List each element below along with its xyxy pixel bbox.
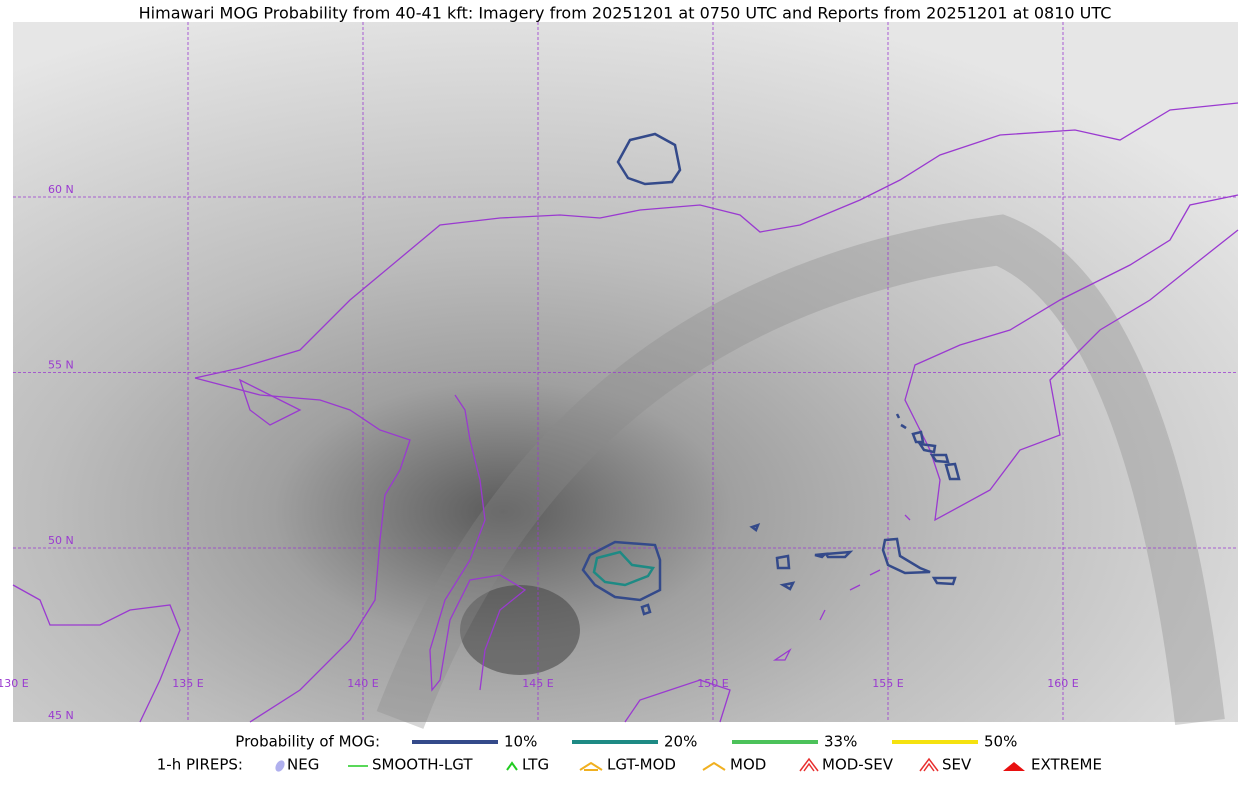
lon-label: 130 E (0, 677, 29, 690)
legend-label: SMOOTH-LGT (372, 756, 473, 774)
legend-label: 20% (664, 733, 697, 751)
legend-icon (579, 761, 603, 771)
lon-label: 160 E (1047, 677, 1078, 690)
legend: Probability of MOG: 10% 20% 33% 50% 1-h PIREP… (157, 733, 1102, 774)
legend-title: 1-h PIREPS: (157, 756, 243, 774)
lon-label: 150 E (697, 677, 728, 690)
legend-icon (702, 761, 726, 771)
contour-10 (616, 132, 682, 186)
legend-title: Probability of MOG: (235, 733, 380, 751)
legend-icon (506, 761, 518, 771)
legend-label: 33% (824, 733, 857, 751)
legend-label: EXTREME (1031, 756, 1102, 774)
mog-contours (581, 132, 961, 616)
legend-label: LGT-MOD (607, 756, 676, 774)
graticule-labels: 130 E 135 E 140 E 145 E 150 E 155 E 160 E 60 N 5… (0, 183, 1079, 722)
contour-10 (581, 540, 662, 602)
coastline (194, 102, 1239, 379)
lon-label: 140 E (347, 677, 378, 690)
legend-label: MOD (730, 756, 766, 774)
lon-label: 135 E (172, 677, 203, 690)
contour-10 (775, 554, 791, 570)
legend-icon (919, 757, 939, 772)
legend-label: SEV (942, 756, 972, 774)
lat-label: 55 N (48, 359, 74, 372)
legend-label: MOD-SEV (822, 756, 894, 774)
legend-label: LTG (522, 756, 549, 774)
lat-label: 45 N (48, 709, 74, 722)
legend-label: 50% (984, 733, 1017, 751)
map: 130 E 135 E 140 E 145 E 150 E 155 E 160 E 60 N 5… (0, 22, 1239, 729)
legend-icon (1003, 762, 1025, 771)
lat-label: 60 N (48, 183, 74, 196)
legend-icon (275, 760, 285, 772)
contour-10 (749, 522, 761, 532)
contour-10 (931, 576, 957, 586)
contour-10 (814, 550, 854, 559)
contour-10 (881, 537, 931, 575)
contour-10 (779, 581, 796, 591)
contour-10 (917, 442, 961, 481)
title: Himawari MOG Probability from 40-41 kft:… (139, 4, 1112, 23)
contour-20 (592, 550, 656, 587)
contour-10 (640, 603, 652, 616)
lon-label: 145 E (522, 677, 553, 690)
graticule (13, 22, 1238, 722)
lon-label: 155 E (872, 677, 903, 690)
legend-label: NEG (287, 756, 319, 774)
contour-10 (895, 413, 925, 444)
lat-label: 50 N (48, 534, 74, 547)
legend-label: 10% (504, 733, 537, 751)
legend-icon (799, 757, 819, 772)
imagery (13, 22, 1238, 722)
